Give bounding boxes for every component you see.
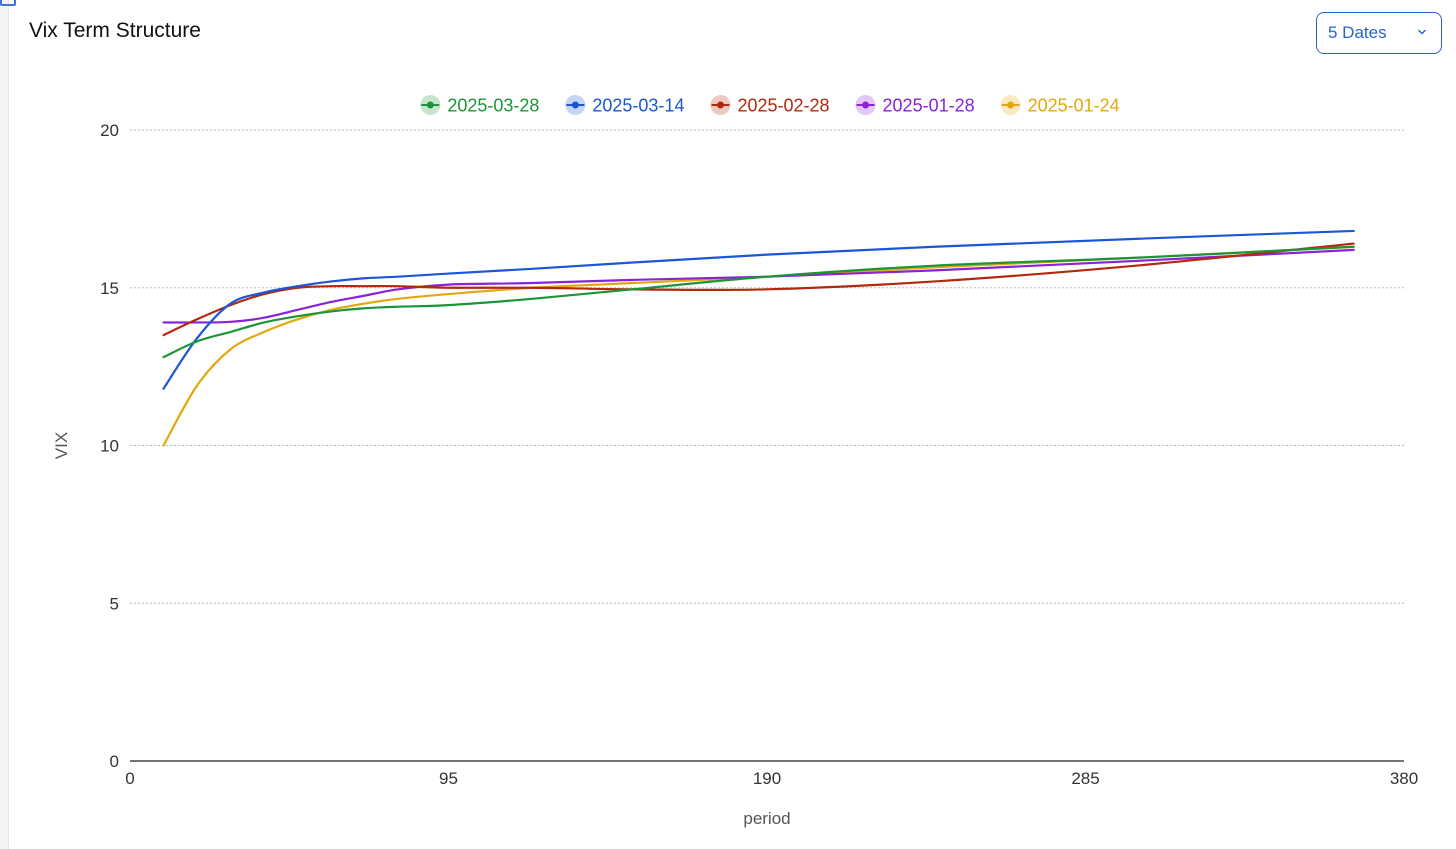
y-tick-label: 15 <box>100 279 119 298</box>
panel-corner-icon[interactable] <box>0 0 16 6</box>
y-tick-label: 5 <box>110 594 119 613</box>
legend-dot-icon <box>716 101 724 109</box>
x-tick-label: 380 <box>1390 769 1418 788</box>
legend-label: 2025-01-28 <box>883 96 975 116</box>
legend-dot-icon <box>571 101 579 109</box>
y-tick-label: 10 <box>100 437 119 456</box>
series-line-2025-03-28[interactable] <box>162 245 1355 359</box>
legend-item-2025-03-28[interactable]: 2025-03-28 <box>420 95 539 116</box>
legend-label: 2025-03-14 <box>592 96 684 116</box>
legend-dot-icon <box>1007 101 1015 109</box>
series-line-2025-02-28[interactable] <box>162 242 1355 337</box>
y-tick-label: 0 <box>110 752 119 771</box>
y-tick-label: 20 <box>100 121 119 140</box>
legend-label: 2025-02-28 <box>737 96 829 116</box>
legend-item-2025-03-14[interactable]: 2025-03-14 <box>565 95 684 116</box>
dates-select-value: 5 Dates <box>1328 23 1387 42</box>
legend-item-2025-01-24[interactable]: 2025-01-24 <box>1000 95 1120 116</box>
series-line-2025-01-24[interactable] <box>162 245 1355 447</box>
x-tick-label: 0 <box>125 769 134 788</box>
series-line-2025-01-28[interactable] <box>162 248 1355 324</box>
legend-item-2025-01-28[interactable]: 2025-01-28 <box>855 95 975 116</box>
legend-dot-icon <box>862 101 870 109</box>
grid-lines <box>130 129 1404 604</box>
series-line-2025-03-14[interactable] <box>162 229 1355 390</box>
dates-select[interactable]: 5 Dates <box>1316 12 1442 54</box>
axes: 0 5 10 15 20 0 95 190 285 380 period VIX <box>52 121 1418 828</box>
legend-label: 2025-03-28 <box>447 96 539 116</box>
chevron-down-icon <box>1418 29 1426 35</box>
series-lines <box>162 229 1355 447</box>
left-rail <box>0 0 9 849</box>
x-tick-label: 95 <box>439 769 458 788</box>
x-tick-label: 190 <box>753 769 781 788</box>
y-axis-title: VIX <box>52 432 71 459</box>
legend-dot-icon <box>426 101 434 109</box>
x-axis-title: period <box>743 809 790 828</box>
chart-title: Vix Term Structure <box>29 19 201 42</box>
legend-label: 2025-01-24 <box>1028 96 1120 116</box>
x-tick-label: 285 <box>1071 769 1099 788</box>
legend-item-2025-02-28[interactable]: 2025-02-28 <box>710 95 830 116</box>
legend: 2025-03-28 2025-03-14 2025-02-28 2025-01-28… <box>420 95 1120 116</box>
